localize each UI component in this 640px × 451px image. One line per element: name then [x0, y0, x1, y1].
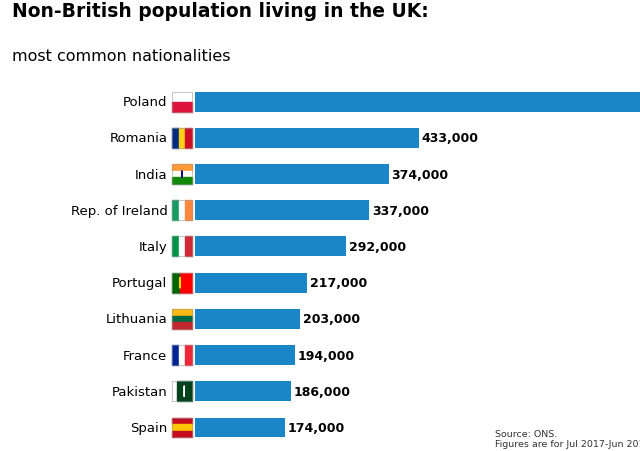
Text: 217,000: 217,000	[310, 276, 367, 290]
Bar	[172, 418, 192, 437]
Bar	[179, 201, 185, 221]
Text: Portugal: Portugal	[112, 276, 168, 290]
Text: Source: ONS.
Figures are for Jul 2017-Jun 2018: Source: ONS. Figures are for Jul 2017-Ju…	[495, 429, 640, 448]
Bar	[179, 129, 185, 148]
Text: India: India	[135, 168, 168, 181]
Bar	[195, 418, 285, 437]
Bar	[172, 237, 179, 257]
Bar	[179, 237, 185, 257]
Bar	[177, 382, 192, 401]
Bar	[172, 92, 192, 102]
Bar	[172, 273, 180, 293]
Bar	[172, 178, 192, 184]
Bar	[172, 322, 192, 329]
Text: Rep. of Ireland: Rep. of Ireland	[70, 204, 168, 217]
Bar	[172, 171, 192, 178]
Bar	[172, 201, 179, 221]
Text: Pakistan: Pakistan	[111, 385, 168, 398]
Text: Lithuania: Lithuania	[106, 313, 168, 326]
Bar	[185, 345, 192, 365]
Text: 186,000: 186,000	[294, 385, 351, 398]
Bar	[195, 237, 346, 257]
Bar	[172, 237, 192, 257]
Text: Non-British population living in the UK:: Non-British population living in the UK:	[12, 1, 428, 21]
Text: 292,000: 292,000	[349, 240, 406, 253]
Bar	[172, 92, 192, 112]
Bar	[172, 431, 192, 437]
Bar	[172, 273, 192, 293]
Text: Romania: Romania	[109, 132, 168, 145]
Bar	[172, 102, 192, 112]
Text: 337,000: 337,000	[372, 204, 429, 217]
Bar	[172, 309, 192, 316]
Bar	[185, 201, 192, 221]
Text: 374,000: 374,000	[391, 168, 449, 181]
Bar	[195, 129, 419, 148]
Bar	[195, 201, 369, 221]
Bar	[195, 273, 307, 293]
Bar	[172, 201, 192, 221]
Bar	[172, 382, 177, 401]
Text: most common nationalities: most common nationalities	[12, 49, 230, 64]
Bar	[195, 345, 296, 365]
Text: PA: PA	[578, 422, 603, 440]
Text: 194,000: 194,000	[298, 349, 355, 362]
Text: Spain: Spain	[130, 421, 168, 434]
Bar	[172, 165, 192, 171]
Bar	[195, 165, 388, 184]
Bar	[180, 273, 192, 293]
Bar	[195, 309, 300, 329]
Bar	[179, 345, 185, 365]
Bar	[185, 129, 192, 148]
Bar	[172, 418, 192, 424]
Text: Poland: Poland	[123, 96, 168, 109]
Bar	[172, 165, 192, 184]
Bar	[195, 382, 291, 401]
Bar	[172, 129, 192, 148]
Bar	[172, 316, 192, 322]
Bar	[172, 345, 192, 365]
Text: 203,000: 203,000	[303, 313, 360, 326]
Text: Italy: Italy	[139, 240, 168, 253]
Bar	[172, 129, 179, 148]
Bar	[172, 309, 192, 329]
Text: 433,000: 433,000	[422, 132, 479, 145]
Text: 174,000: 174,000	[287, 421, 345, 434]
Text: France: France	[123, 349, 168, 362]
Bar	[172, 424, 192, 431]
Bar	[185, 237, 192, 257]
Bar	[172, 382, 192, 401]
Bar	[172, 345, 179, 365]
Bar	[195, 92, 640, 112]
